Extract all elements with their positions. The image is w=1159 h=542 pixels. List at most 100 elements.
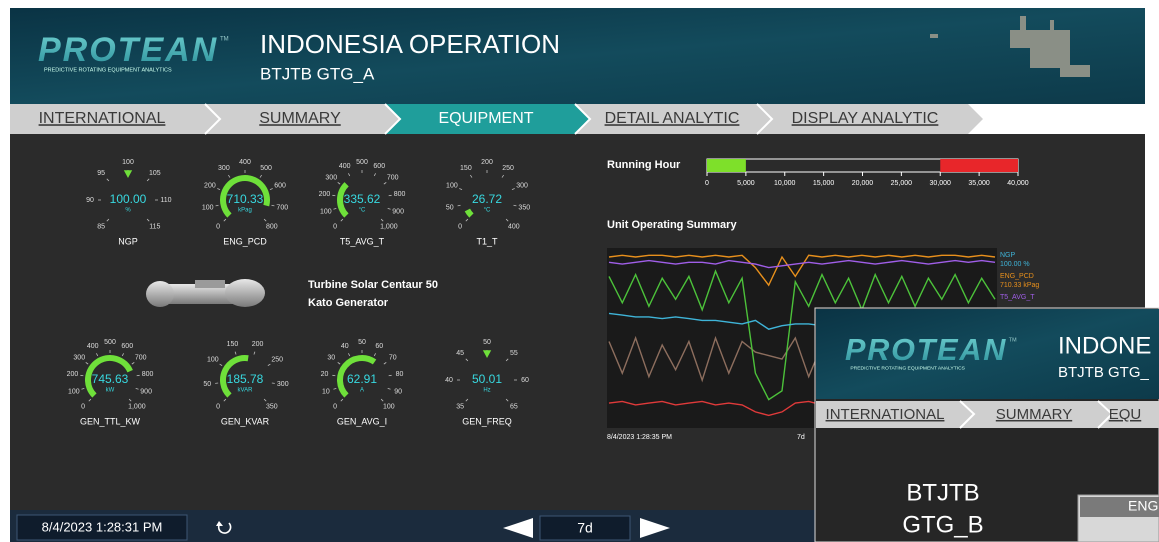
gauge-tick bbox=[88, 398, 92, 402]
gauge-tick bbox=[348, 173, 351, 177]
legend-name: T5_AVG_T bbox=[1000, 294, 1035, 301]
nav-tab[interactable]: INTERNATIONAL bbox=[39, 110, 166, 127]
gauge-tick-label: 400 bbox=[339, 163, 351, 170]
running-hour-bar bbox=[707, 159, 746, 172]
nav-end bbox=[968, 104, 983, 134]
gauge-tick bbox=[106, 218, 110, 222]
gauge-tick-label: 105 bbox=[149, 170, 161, 177]
gauge-tick bbox=[253, 351, 256, 355]
gauge-tick-label: 200 bbox=[319, 191, 331, 198]
gauge-tick-label: 100 bbox=[320, 209, 332, 216]
gauge-tick-label: 40 bbox=[445, 377, 453, 384]
gauge-tick-label: 600 bbox=[373, 163, 385, 170]
period-box[interactable] bbox=[539, 515, 631, 541]
running-hour-tick-label: 15,000 bbox=[813, 180, 835, 187]
gauge-marker bbox=[482, 350, 492, 359]
running-hour-tick-label: 40,000 bbox=[1007, 180, 1029, 187]
gauge-tick-label: 0 bbox=[216, 404, 220, 411]
gauge-tick bbox=[511, 188, 515, 191]
gauge-tick-label: 300 bbox=[73, 355, 85, 362]
overlay-tab[interactable]: SUMMARY bbox=[996, 406, 1072, 423]
overlay-sep bbox=[1097, 400, 1114, 429]
gauge-tick bbox=[465, 218, 469, 222]
overlay-tab[interactable]: INTERNATIONAL bbox=[826, 406, 945, 423]
gauge-tick bbox=[505, 358, 509, 362]
gauge-unit: Hz bbox=[483, 388, 490, 394]
gauge-tick-label: 70 bbox=[389, 355, 397, 362]
overlay-unit: BTJTB bbox=[906, 479, 979, 506]
next-button[interactable] bbox=[640, 518, 670, 538]
overlay-tab[interactable]: EQU bbox=[1109, 406, 1142, 423]
gauge-name: GEN_KVAR bbox=[221, 416, 270, 426]
logo-tagline: PREDICTIVE ROTATING EQUIPMENT ANALYTICS bbox=[850, 366, 965, 372]
gauge-tick-label: 90 bbox=[394, 389, 402, 396]
gauge-tick bbox=[513, 204, 517, 207]
gauge-tick bbox=[333, 387, 337, 390]
gauge-tick bbox=[505, 218, 509, 222]
nav-tab[interactable]: DETAIL ANALYTIC bbox=[605, 110, 740, 127]
nav-separators bbox=[204, 103, 774, 135]
running-hour-tick-label: 30,000 bbox=[930, 180, 952, 187]
refresh-arrow[interactable] bbox=[216, 521, 223, 526]
running-hour-tick-label: 20,000 bbox=[852, 180, 874, 187]
gauge-tick-label: 50 bbox=[358, 339, 366, 346]
gauge-tick-label: 90 bbox=[86, 197, 94, 204]
gauge-value: 50.01 bbox=[472, 372, 502, 386]
gauge-name: T5_AVG_T bbox=[340, 236, 385, 246]
running-hour-alarm bbox=[940, 159, 1018, 172]
gauge-tick-label: 300 bbox=[218, 165, 230, 172]
gauge-tick bbox=[269, 188, 273, 191]
gauge-tick-label: 400 bbox=[87, 343, 99, 350]
gauge-tick bbox=[383, 182, 387, 185]
gauge-tick bbox=[128, 398, 132, 402]
gauge-tick-label: 65 bbox=[510, 404, 518, 411]
period[interactable]: 7d bbox=[577, 520, 593, 536]
gauge-tick-label: 700 bbox=[276, 204, 288, 211]
gauge-tick-label: 0 bbox=[333, 404, 337, 411]
gauge-tick bbox=[131, 362, 135, 365]
gauge-arc bbox=[337, 182, 349, 218]
nav-tab[interactable]: DISPLAY ANALYTIC bbox=[792, 110, 939, 127]
gauge-tick bbox=[383, 362, 387, 365]
overlay-unit: GTG_B bbox=[902, 511, 983, 538]
gauge-value: 100.00 bbox=[110, 192, 147, 206]
header-bg bbox=[10, 8, 1145, 104]
gauge-tick bbox=[263, 218, 267, 222]
running-hour-tick-label: 35,000 bbox=[968, 180, 990, 187]
gauge-tick bbox=[348, 353, 351, 357]
equipment-label: Turbine Solar Centaur 50 bbox=[308, 279, 438, 291]
gauge-tick bbox=[340, 398, 344, 402]
gauge-tick-label: 80 bbox=[396, 371, 404, 378]
gauge-tick bbox=[459, 188, 463, 191]
gauge-unit: kPag bbox=[238, 208, 252, 214]
prev-button[interactable] bbox=[503, 518, 533, 538]
trend-line bbox=[608, 269, 996, 401]
gauge-tick bbox=[217, 188, 221, 191]
refresh-icon[interactable] bbox=[217, 522, 232, 534]
gauge-tick bbox=[85, 362, 89, 365]
nav-tab[interactable]: SUMMARY bbox=[259, 110, 341, 127]
nav-tab[interactable]: EQUIPMENT bbox=[438, 110, 533, 127]
gauge-tick bbox=[373, 173, 376, 177]
gauge-arc bbox=[464, 208, 474, 218]
gauge-name: T1_T bbox=[476, 236, 498, 246]
gauge-tick-label: 110 bbox=[160, 197, 171, 204]
gauge-tick bbox=[470, 174, 473, 178]
gauge-tick bbox=[373, 353, 376, 357]
gauge-tick-label: 0 bbox=[458, 224, 462, 231]
gauge-tick-label: 0 bbox=[81, 404, 85, 411]
running-hour-tick-label: 25,000 bbox=[891, 180, 913, 187]
timestamp-box bbox=[16, 514, 188, 541]
gauge-value: 185.78 bbox=[227, 372, 264, 386]
gauge-tick bbox=[228, 174, 231, 178]
overlay-subtitle: BTJTB GTG_ bbox=[1058, 364, 1150, 381]
legend-value: 710.33 kPag bbox=[1000, 282, 1039, 289]
turbine-image bbox=[146, 279, 265, 307]
gauge-tick-label: 100 bbox=[383, 404, 395, 411]
gauge-name: GEN_FREQ bbox=[462, 416, 512, 426]
running-hour-tick-label: 0 bbox=[705, 180, 709, 187]
gauge-tick-label: 500 bbox=[104, 339, 116, 346]
running-hour-tick-label: 10,000 bbox=[774, 180, 796, 187]
overlay-panel-head bbox=[1080, 497, 1159, 517]
gauge-value: 335.62 bbox=[344, 192, 381, 206]
